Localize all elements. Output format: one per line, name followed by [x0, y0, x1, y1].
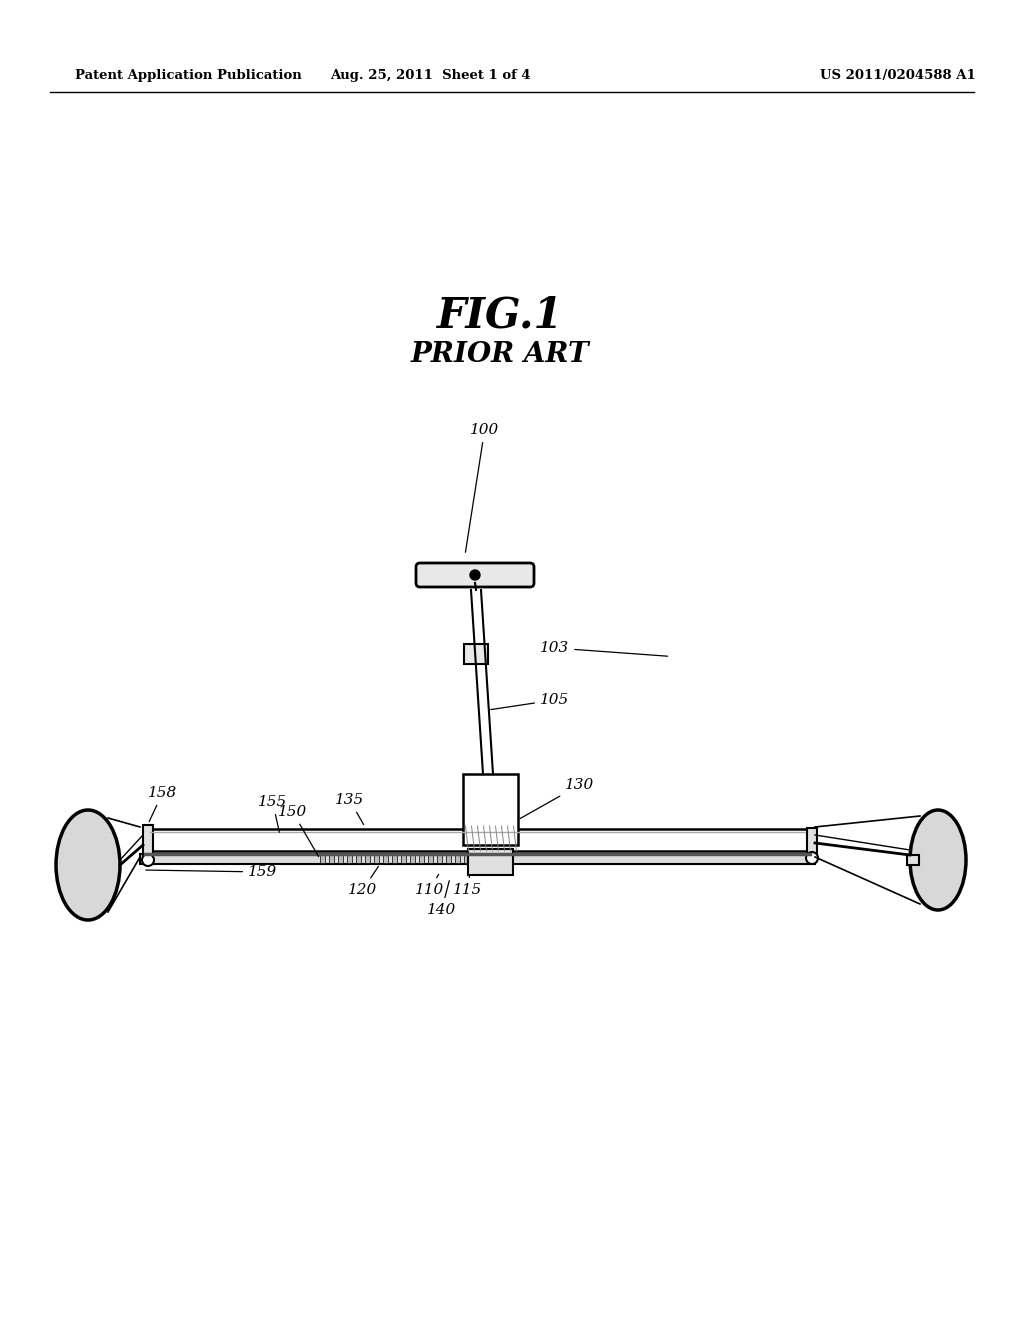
Bar [464, 855, 469, 863]
Bar [401, 855, 406, 863]
Bar [455, 855, 460, 863]
Text: Patent Application Publication: Patent Application Publication [75, 69, 302, 82]
Text: 105: 105 [490, 693, 569, 710]
Bar [338, 855, 343, 863]
Text: 150: 150 [278, 805, 318, 857]
Bar [329, 855, 334, 863]
Text: 130: 130 [520, 777, 594, 818]
Text: 103: 103 [540, 642, 668, 656]
Bar [392, 855, 397, 863]
Bar [446, 855, 451, 863]
Text: 115: 115 [453, 875, 482, 898]
Text: FIG.1: FIG.1 [437, 294, 563, 337]
Text: 140: 140 [427, 880, 457, 917]
Bar [140, 854, 815, 865]
Ellipse shape [910, 810, 966, 909]
Text: 100: 100 [466, 422, 500, 552]
Text: PRIOR ART: PRIOR ART [411, 342, 590, 368]
Text: 135: 135 [335, 793, 365, 825]
Bar [145, 829, 810, 851]
Bar [437, 855, 442, 863]
Text: US 2011/0204588 A1: US 2011/0204588 A1 [820, 69, 976, 82]
Bar [319, 855, 325, 863]
Text: 110: 110 [415, 874, 444, 898]
Circle shape [470, 570, 480, 579]
Ellipse shape [56, 810, 120, 920]
Bar [143, 825, 153, 855]
Text: 158: 158 [148, 785, 177, 821]
Bar [463, 774, 517, 845]
Text: 159: 159 [145, 865, 278, 879]
Bar [374, 855, 379, 863]
Bar [473, 855, 478, 863]
Circle shape [142, 854, 154, 866]
Bar [468, 849, 512, 875]
Bar [347, 855, 352, 863]
Bar [428, 855, 433, 863]
Bar [410, 855, 415, 863]
Text: 120: 120 [348, 866, 379, 898]
Bar [419, 855, 424, 863]
Bar [807, 828, 817, 854]
Bar [464, 644, 488, 664]
Text: Aug. 25, 2011  Sheet 1 of 4: Aug. 25, 2011 Sheet 1 of 4 [330, 69, 530, 82]
Circle shape [806, 851, 818, 865]
Text: 155: 155 [258, 795, 288, 833]
Bar [907, 855, 919, 865]
Bar [383, 855, 388, 863]
Bar [365, 855, 370, 863]
Bar [356, 855, 361, 863]
FancyBboxPatch shape [416, 564, 534, 587]
